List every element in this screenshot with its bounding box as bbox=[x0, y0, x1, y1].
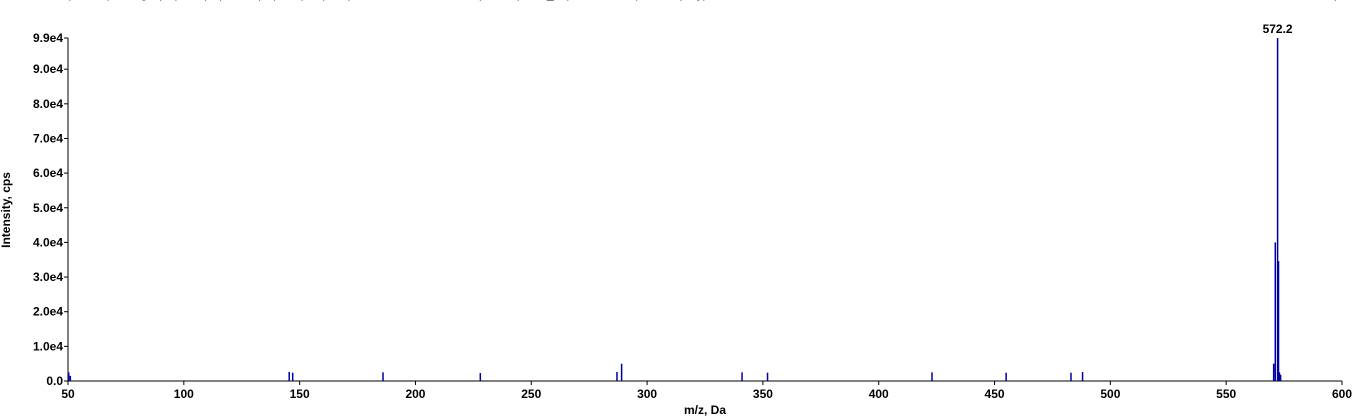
x-tick-label: 300 bbox=[637, 387, 657, 401]
y-tick-label: 9.0e4 bbox=[33, 62, 63, 76]
y-tick-label: 2.0e4 bbox=[33, 305, 63, 319]
peak-annotation: 572.2 bbox=[1263, 22, 1293, 36]
y-tick-label: 3.0e4 bbox=[33, 270, 63, 284]
y-tick-label: 0.0 bbox=[46, 374, 63, 388]
x-tick-label: 50 bbox=[61, 387, 75, 401]
x-tick-label: 100 bbox=[174, 387, 194, 401]
x-tick-label: 450 bbox=[985, 387, 1005, 401]
x-tick-label: 150 bbox=[290, 387, 310, 401]
x-tick-label: 400 bbox=[869, 387, 889, 401]
x-tick-label: 350 bbox=[753, 387, 773, 401]
y-tick-label: 4.0e4 bbox=[33, 235, 63, 249]
x-tick-label: 600 bbox=[1332, 387, 1352, 401]
y-axis-label: Intensity, cps bbox=[0, 172, 13, 248]
chart-title: -EPI (572.20) Charge (+0) CE (40) CUR (4… bbox=[40, 0, 707, 1]
y-tick-label: 1.0e4 bbox=[33, 339, 63, 353]
y-tick-label: 9.9e4 bbox=[33, 31, 63, 45]
y-tick-label: 7.0e4 bbox=[33, 131, 63, 145]
y-tick-label: 6.0e4 bbox=[33, 166, 63, 180]
x-axis-label: m/z, Da bbox=[684, 403, 726, 417]
x-tick-label: 250 bbox=[521, 387, 541, 401]
x-tick-label: 200 bbox=[405, 387, 425, 401]
y-tick-label: 8.0e4 bbox=[33, 97, 63, 111]
x-tick-label: 500 bbox=[1100, 387, 1120, 401]
x-tick-label: 550 bbox=[1216, 387, 1236, 401]
chart-subtitle: Max. 9.9e4 cps. bbox=[1265, 0, 1350, 1]
y-tick-label: 5.0e4 bbox=[33, 201, 63, 215]
